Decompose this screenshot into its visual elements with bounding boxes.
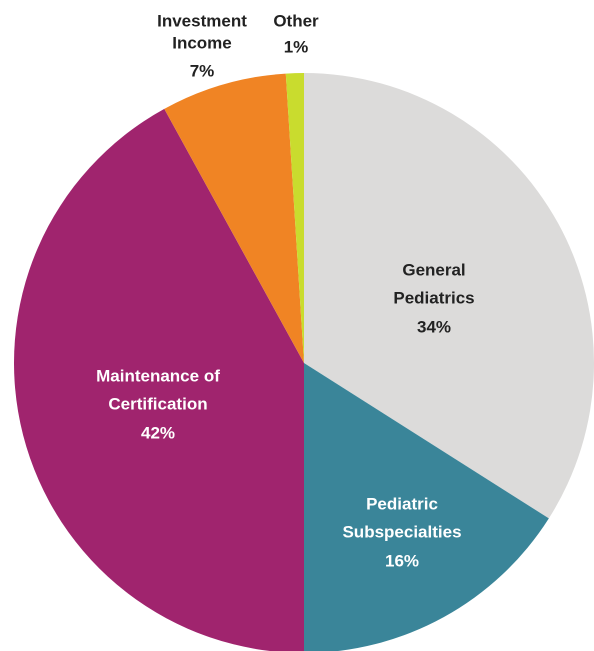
slice-label: General	[402, 260, 465, 279]
slice-label: Income	[172, 33, 232, 52]
slice-label: Subspecialties	[342, 522, 461, 541]
slice-label: Pediatrics	[393, 288, 474, 307]
value-label: 34%	[417, 317, 451, 336]
slice-label: Other	[273, 11, 319, 30]
value-label: 16%	[385, 551, 419, 570]
pie-slice	[304, 73, 594, 519]
slice-label: Pediatric	[366, 494, 438, 513]
value-label: 7%	[190, 61, 215, 80]
slice-label: Investment	[157, 11, 247, 30]
pie-slice	[285, 73, 304, 363]
pie-slice	[164, 73, 304, 363]
value-label: 1%	[284, 37, 309, 56]
value-label: 42%	[141, 423, 175, 442]
pie-slice	[14, 108, 304, 651]
slice-label: Certification	[108, 394, 207, 413]
pie-slice	[304, 363, 549, 651]
slice-label: Maintenance of	[96, 366, 220, 385]
